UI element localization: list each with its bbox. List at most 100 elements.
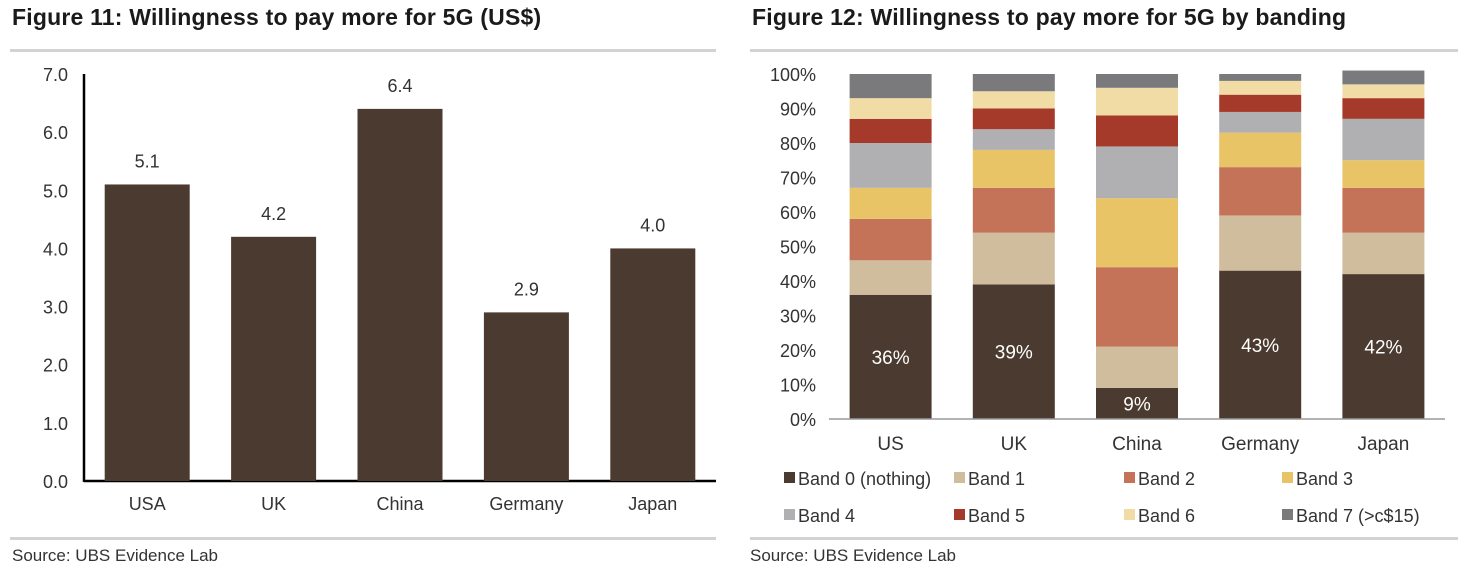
stack-segment	[1342, 187, 1425, 233]
y-tick-label: 2.0	[43, 356, 68, 376]
y-tick-label: 50%	[780, 238, 816, 258]
stack-segment	[1096, 267, 1178, 347]
figure-11-bar-chart: 0.0 1.0 2.0 3.0 4.0 5.0 6.0 7.0 5.1 USA 4.2 UK 6.4 Ch…	[43, 65, 716, 514]
x-tick-label: USA	[129, 494, 166, 514]
x-tick-label: UK	[261, 494, 286, 514]
x-tick-label: US	[877, 434, 903, 455]
x-tick-label: China	[376, 494, 424, 514]
figure-11-title: Figure 11: Willingness to pay more for 5…	[12, 4, 542, 30]
figure-11-panel: Figure 11: Willingness to pay more for 5…	[0, 0, 728, 578]
x-tick-label: China	[1112, 434, 1162, 455]
stack-segment	[972, 284, 1055, 419]
bar-data-label: 42%	[1364, 338, 1402, 359]
stack-segment	[849, 294, 932, 419]
bar-data-label: 36%	[872, 348, 910, 369]
stack-segment	[1219, 167, 1302, 216]
legend-label: Band 3	[1296, 469, 1353, 489]
stack-segment	[1096, 346, 1178, 388]
legend-label: Band 4	[798, 506, 855, 526]
y-tick-label: 90%	[780, 100, 816, 120]
y-tick-label: 5.0	[43, 181, 68, 201]
bar	[231, 236, 317, 481]
stack-segment	[1342, 98, 1425, 119]
y-tick-label: 7.0	[43, 65, 68, 85]
legend-label: Band 6	[1138, 506, 1195, 526]
y-tick-label: 6.0	[43, 123, 68, 143]
stack-segment	[1219, 132, 1302, 168]
stack-segment	[849, 98, 932, 119]
bar-data-label: 4.2	[261, 204, 286, 224]
figure-12-source-rule	[750, 537, 1458, 540]
legend-swatch	[1124, 509, 1135, 520]
stack-segment	[1219, 74, 1302, 81]
stack-segment	[849, 260, 932, 295]
legend-label: Band 5	[968, 506, 1025, 526]
figure-12-stacked-bar-chart: 0% 10% 20% 30% 40% 50% 60% 70% 80% 90% 100% 36% US 39…	[770, 65, 1445, 526]
bar-data-label: 43%	[1241, 336, 1279, 357]
bar-data-label: 2.9	[514, 279, 539, 299]
figure-12-title: Figure 12: Willingness to pay more for 5…	[752, 4, 1347, 30]
stack-segment	[1342, 274, 1425, 419]
legend-label: Band 7 (>c$15)	[1296, 506, 1420, 526]
stack-segment	[972, 187, 1055, 233]
bar-data-label: 39%	[995, 343, 1033, 364]
figure-11-title-rule	[10, 49, 716, 52]
y-tick-label: 1.0	[43, 414, 68, 434]
stack-segment	[972, 149, 1055, 188]
stack-segment	[849, 218, 932, 261]
bar-data-label: 4.0	[640, 215, 665, 235]
legend-swatch	[1282, 509, 1293, 520]
y-tick-label: 0%	[790, 410, 816, 430]
stack-segment	[1096, 198, 1178, 268]
stack-segment	[1219, 94, 1302, 112]
figure-11-source: Source: UBS Evidence Lab	[12, 546, 219, 565]
y-tick-label: 70%	[780, 169, 816, 189]
stack-segment	[1219, 111, 1302, 133]
bar	[483, 312, 569, 481]
bar	[357, 108, 443, 481]
stack-segment	[1096, 74, 1178, 88]
stack-segment	[1219, 215, 1302, 271]
stack-segment	[1342, 118, 1425, 161]
x-tick-label: Germany	[489, 494, 563, 514]
stack-segment	[1096, 115, 1178, 147]
legend-swatch	[784, 472, 795, 483]
bar-data-label: 5.1	[135, 151, 160, 171]
stack-segment	[1342, 232, 1425, 275]
stack-segment	[849, 187, 932, 219]
figure-12-source: Source: UBS Evidence Lab	[750, 546, 957, 565]
x-tick-label: Japan	[1358, 434, 1410, 455]
legend-label: Band 0 (nothing)	[798, 469, 931, 489]
stack-segment	[1096, 146, 1178, 199]
stack-segment	[972, 108, 1055, 130]
figure-11-source-rule	[10, 537, 716, 540]
y-tick-label: 20%	[780, 341, 816, 361]
stack-segment	[849, 143, 932, 188]
stack-segment	[972, 91, 1055, 109]
legend-swatch	[1124, 472, 1135, 483]
legend-swatch	[784, 509, 795, 520]
stack-segment	[972, 129, 1055, 150]
y-tick-label: 4.0	[43, 239, 68, 259]
stack-segment	[849, 74, 932, 99]
figure-12-title-rule	[750, 49, 1458, 52]
stack-segment	[849, 118, 932, 143]
legend-label: Band 1	[968, 469, 1025, 489]
y-tick-label: 100%	[770, 65, 816, 85]
bar	[104, 184, 190, 481]
stack-segment	[1096, 387, 1178, 419]
figure-12-panel: Figure 12: Willingness to pay more for 5…	[740, 0, 1462, 578]
x-tick-label: UK	[1001, 434, 1028, 455]
stack-segment	[1219, 270, 1302, 419]
y-tick-label: 10%	[780, 376, 816, 396]
stack-segment	[1342, 160, 1425, 188]
bar-data-label: 9%	[1123, 394, 1151, 415]
stack-segment	[972, 74, 1055, 92]
y-tick-label: 3.0	[43, 298, 68, 318]
legend-swatch	[954, 472, 965, 483]
bar-data-label: 6.4	[387, 76, 412, 96]
y-tick-label: 30%	[780, 307, 816, 327]
legend-swatch	[954, 509, 965, 520]
stack-segment	[972, 232, 1055, 285]
legend-swatch	[1282, 472, 1293, 483]
